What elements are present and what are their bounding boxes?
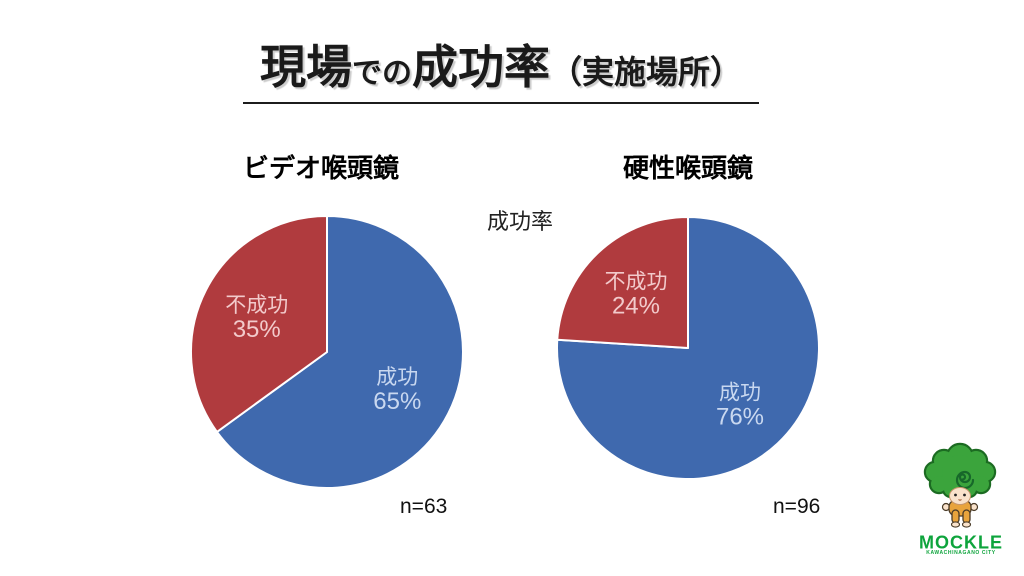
pie-slice-不成功 xyxy=(190,215,328,433)
pie-slice-label-成功: 成功 65% xyxy=(373,366,421,415)
n-label-video: n=63 xyxy=(400,495,448,518)
logo-subtext: KAWACHINAGANO CITY xyxy=(926,550,996,556)
pie-slice-成功 xyxy=(556,216,820,480)
pie-slice-不成功 xyxy=(556,216,689,349)
center-label-success-rate: 成功率 xyxy=(486,209,553,234)
n-label-rigid: n=96 xyxy=(773,495,821,518)
title-part-small: での xyxy=(351,57,412,90)
title-part-paren: （実施場所） xyxy=(549,54,742,90)
pie-slice-成功 xyxy=(215,215,464,489)
pie-chart-video-laryngoscope: 成功 65% 不成功 35% xyxy=(190,215,464,489)
chart-title-rigid-laryngoscope: 硬性喉頭鏡 xyxy=(622,153,753,183)
title-part-main1: 現場 xyxy=(259,41,352,93)
title-part-main2: 成功率 xyxy=(411,41,550,93)
pie-chart-rigid-laryngoscope: 成功 76% 不成功 24% xyxy=(556,216,820,480)
mockle-logo: MOCKLE KAWACHINAGANO CITY xyxy=(908,434,1014,557)
slide-title: 現場での成功率（実施場所） xyxy=(243,36,759,104)
logo-wordmark: MOCKLE xyxy=(919,531,1003,553)
pie-slice-label-不成功: 不成功 24% xyxy=(604,271,667,320)
pie-slice-label-不成功: 不成功 35% xyxy=(225,294,288,343)
tree-mascot-icon xyxy=(923,442,997,528)
chart-title-video-laryngoscope: ビデオ喉頭鏡 xyxy=(242,153,399,183)
pie-slice-label-成功: 成功 76% xyxy=(716,381,764,430)
